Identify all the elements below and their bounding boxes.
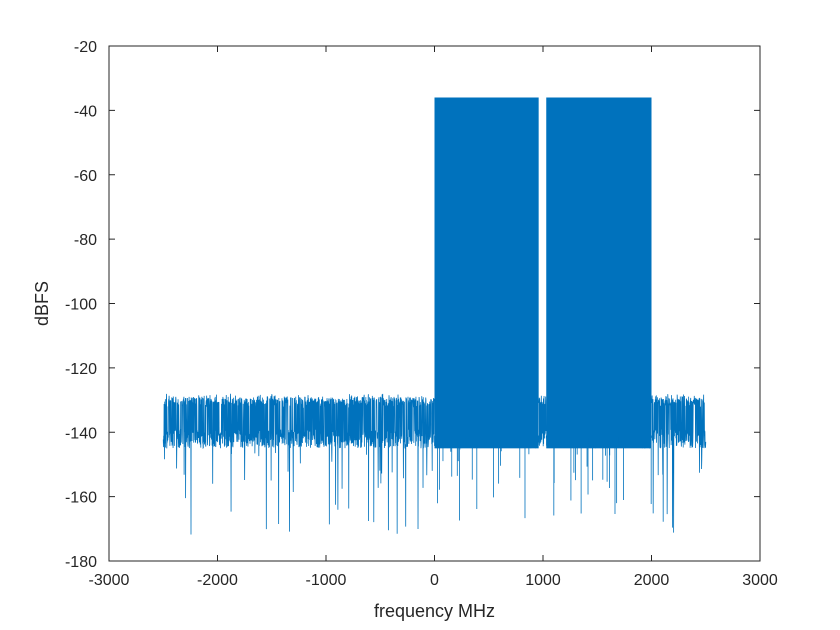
x-tick-label: 1000 [525, 572, 561, 589]
y-tick-label: -160 [65, 490, 97, 507]
y-tick-label: -180 [65, 554, 97, 571]
x-tick-label: 2000 [634, 572, 670, 589]
ticks: -3000 -2000 -1000 0 1000 2000 3000 -20 -40 -60 -80… [65, 39, 778, 589]
noise-trace [162, 393, 707, 535]
signal-band-1-base [434, 435, 540, 521]
y-tick-label: -80 [74, 232, 97, 249]
plot-content [162, 97, 707, 535]
signal-band-2-base [545, 435, 652, 516]
x-axis-label: frequency MHz [374, 601, 495, 621]
signal-band-1 [434, 97, 539, 449]
y-tick-label: -40 [74, 103, 97, 120]
y-axis-label: dBFS [32, 281, 52, 326]
x-tick-label: -3000 [89, 572, 130, 589]
y-tick-label: -60 [74, 168, 97, 185]
x-tick-label: -2000 [197, 572, 238, 589]
y-tick-label: -140 [65, 425, 97, 442]
signal-band-2 [546, 97, 652, 449]
x-tick-label: -1000 [306, 572, 347, 589]
y-tick-label: -120 [65, 361, 97, 378]
y-tick-label: -100 [65, 297, 97, 314]
x-tick-label: 3000 [742, 572, 778, 589]
y-tick-label: -20 [74, 39, 97, 56]
x-tick-label: 0 [430, 572, 439, 589]
